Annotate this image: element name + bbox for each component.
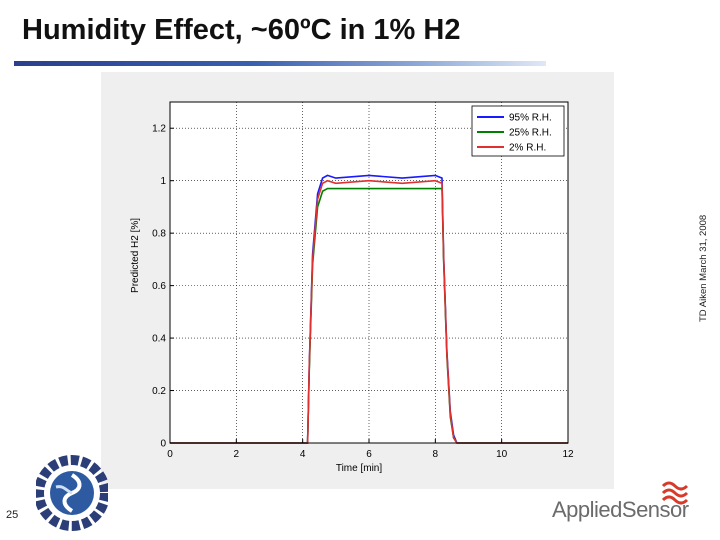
y-tick-label: 1.2	[152, 124, 166, 135]
y-tick-label: 0.2	[152, 386, 166, 397]
side-note: TD Aiken March 31, 2008	[698, 214, 709, 322]
y-tick-label: 1	[160, 176, 166, 187]
y-axis-label: Predicted H2 [%]	[130, 218, 141, 293]
x-axis-label: Time [min]	[336, 463, 383, 474]
title-underline	[14, 61, 546, 66]
y-tick-label: 0.6	[152, 281, 166, 292]
x-tick-label: 10	[496, 449, 508, 460]
x-tick-label: 2	[234, 449, 240, 460]
slide-title: Humidity Effect, ~60ºC in 1% H2	[22, 14, 461, 46]
y-tick-label: 0	[160, 439, 166, 450]
brand-name: AppliedSensor	[552, 497, 689, 522]
x-tick-label: 12	[562, 449, 574, 460]
x-tick-label: 6	[366, 449, 372, 460]
chart-panel: 0 2 4 6 8 10 12 0 0.2 0.4 0.6 0.8 1 1.2 Time [min] Pred…	[101, 72, 614, 489]
hydrogen-association-logo	[36, 455, 108, 531]
x-tick-label: 0	[167, 449, 173, 460]
humidity-chart: 0 2 4 6 8 10 12 0 0.2 0.4 0.6 0.8 1 1.2 Time [min] Pred…	[130, 101, 574, 474]
legend-label: 2% R.H.	[509, 143, 546, 154]
legend-label: 25% R.H.	[509, 128, 552, 139]
page-number: 25	[6, 509, 19, 521]
legend-label: 95% R.H.	[509, 113, 552, 124]
series-line-3	[170, 179, 568, 444]
x-tick-label: 8	[433, 449, 439, 460]
applied-sensor-mark	[661, 481, 689, 505]
plot-area	[170, 102, 568, 443]
y-tick-label: 0.8	[152, 229, 166, 240]
x-tick-label: 4	[300, 449, 306, 460]
y-tick-label: 0.4	[152, 334, 166, 345]
